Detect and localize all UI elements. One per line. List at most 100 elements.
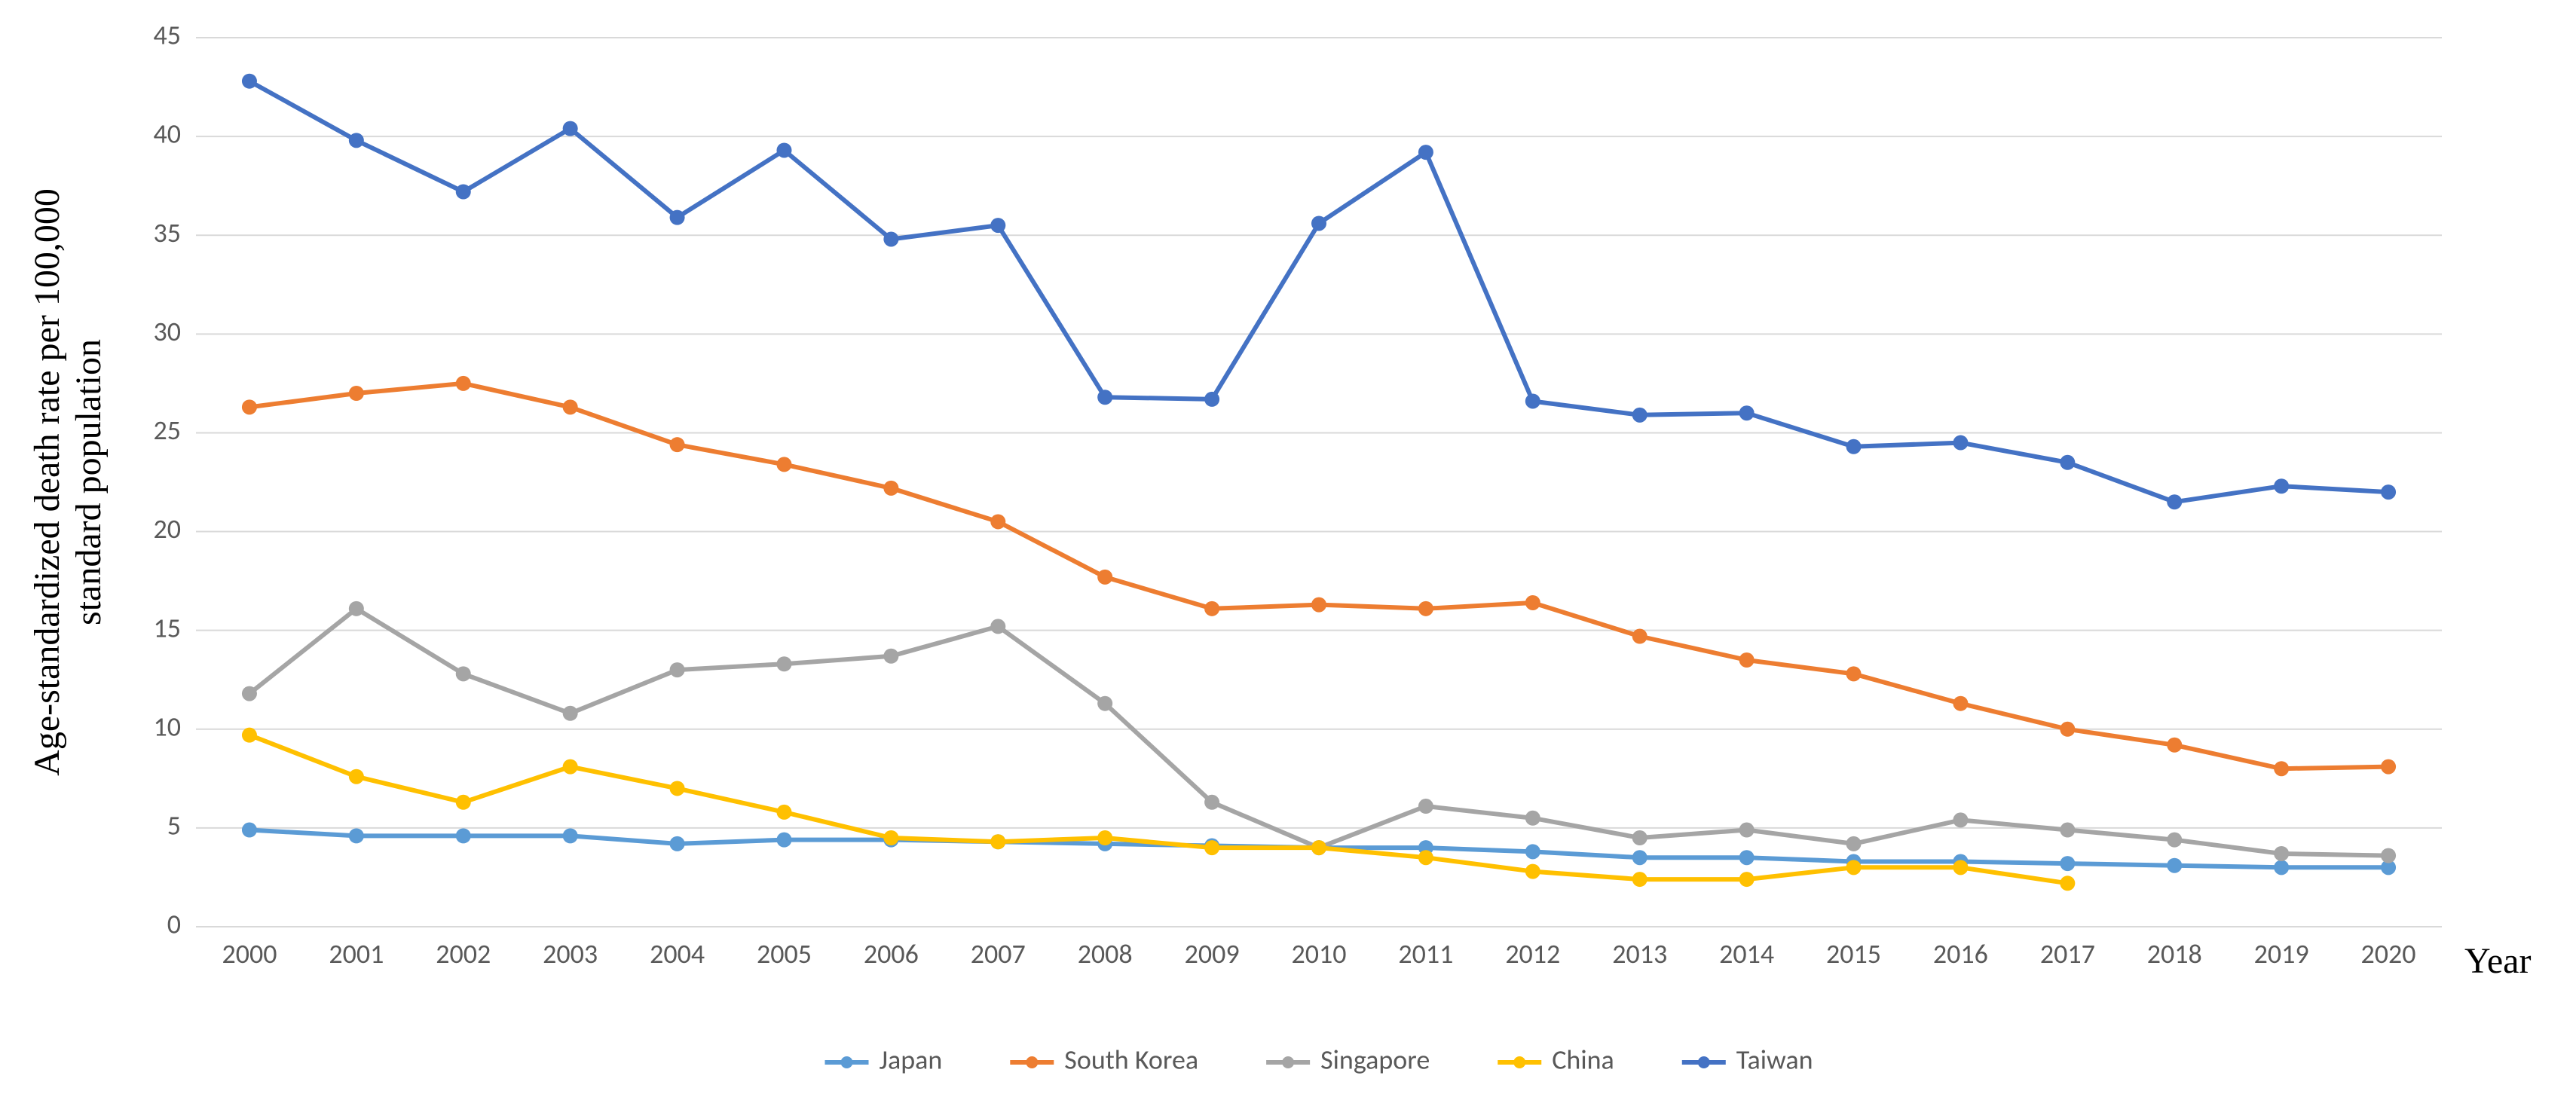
series-marker	[1953, 860, 1968, 875]
series-marker	[670, 662, 685, 677]
x-tick-label: 2019	[2254, 937, 2309, 970]
series-marker	[1204, 840, 1219, 855]
series-marker	[1525, 811, 1540, 826]
y-tick-label: 10	[154, 710, 182, 743]
legend-swatch-marker	[1026, 1056, 1038, 1068]
x-tick-label: 2018	[2147, 937, 2202, 970]
series-marker	[2274, 860, 2289, 875]
series-marker	[563, 399, 578, 414]
series-marker	[242, 823, 257, 838]
series-marker	[563, 828, 578, 843]
series-marker	[2060, 823, 2075, 838]
series-marker	[1953, 696, 1968, 711]
series-marker	[1632, 408, 1647, 423]
x-tick-label: 2006	[864, 937, 919, 970]
series-marker	[1846, 666, 1862, 681]
series-marker	[2060, 722, 2075, 737]
x-tick-label: 2002	[436, 937, 491, 970]
x-tick-label: 2013	[1612, 937, 1667, 970]
series-marker	[1739, 652, 1755, 668]
legend-swatch-marker	[841, 1056, 853, 1068]
series-marker	[1204, 795, 1219, 810]
x-tick-label: 2000	[222, 937, 277, 970]
legend-swatch-marker	[1698, 1056, 1710, 1068]
legend-label: China	[1552, 1044, 1614, 1077]
series-marker	[1632, 629, 1647, 644]
x-tick-label: 2017	[2040, 937, 2095, 970]
x-tick-label: 2020	[2361, 937, 2416, 970]
x-tick-label: 2011	[1398, 937, 1453, 970]
series-marker	[883, 481, 898, 496]
legend-label: Singapore	[1320, 1044, 1430, 1077]
series-marker	[1525, 595, 1540, 610]
series-marker	[1418, 601, 1433, 616]
series-marker	[1097, 696, 1112, 711]
series-marker	[1204, 601, 1219, 616]
chart-background	[0, 0, 2576, 1094]
x-tick-label: 2008	[1078, 937, 1133, 970]
x-tick-label: 2016	[1933, 937, 1988, 970]
x-tick-label: 2012	[1505, 937, 1560, 970]
series-marker	[1204, 392, 1219, 407]
series-marker	[883, 649, 898, 664]
series-marker	[1953, 812, 1968, 827]
series-marker	[242, 399, 257, 414]
series-marker	[1525, 393, 1540, 408]
series-marker	[1632, 850, 1647, 865]
series-marker	[670, 437, 685, 452]
y-axis-title: Age-standardized death rate per 100,000 …	[23, 30, 113, 934]
x-tick-label: 2003	[543, 937, 598, 970]
x-tick-label: 2007	[971, 937, 1026, 970]
series-marker	[242, 728, 257, 743]
y-tick-label: 20	[154, 512, 182, 545]
series-marker	[990, 218, 1005, 233]
series-marker	[456, 666, 471, 681]
y-tick-label: 40	[154, 118, 182, 151]
series-marker	[2381, 759, 2396, 775]
series-marker	[990, 514, 1005, 529]
legend-swatch-marker	[1282, 1056, 1294, 1068]
series-marker	[1739, 823, 1755, 838]
series-marker	[670, 210, 685, 225]
series-marker	[1097, 390, 1112, 405]
x-tick-label: 2001	[329, 937, 384, 970]
series-marker	[1632, 830, 1647, 845]
series-marker	[1525, 864, 1540, 879]
series-marker	[456, 795, 471, 810]
x-tick-label: 2005	[757, 937, 812, 970]
series-marker	[1097, 570, 1112, 585]
series-marker	[2060, 876, 2075, 891]
series-marker	[349, 601, 364, 616]
series-marker	[776, 833, 791, 848]
series-marker	[1632, 872, 1647, 887]
series-marker	[776, 805, 791, 820]
series-marker	[2274, 846, 2289, 861]
line-chart: 0510152025303540452000200120022003200420…	[0, 0, 2576, 1094]
series-marker	[2167, 858, 2182, 873]
series-marker	[1846, 439, 1862, 454]
series-marker	[2167, 494, 2182, 509]
series-marker	[990, 619, 1005, 634]
series-marker	[2060, 455, 2075, 470]
series-marker	[456, 185, 471, 200]
series-marker	[1953, 435, 1968, 451]
series-marker	[2274, 478, 2289, 494]
series-marker	[1418, 850, 1433, 865]
series-marker	[1097, 830, 1112, 845]
series-marker	[456, 828, 471, 843]
series-marker	[2274, 761, 2289, 776]
legend-label: Japan	[880, 1044, 943, 1077]
series-marker	[242, 686, 257, 701]
series-marker	[349, 133, 364, 148]
series-marker	[1418, 799, 1433, 814]
series-marker	[776, 457, 791, 472]
series-marker	[1739, 872, 1755, 887]
y-tick-label: 45	[154, 19, 182, 52]
series-marker	[776, 656, 791, 671]
series-marker	[349, 386, 364, 401]
y-tick-label: 35	[154, 216, 182, 249]
series-marker	[2060, 856, 2075, 871]
y-tick-label: 15	[154, 611, 182, 644]
chart-svg: 0510152025303540452000200120022003200420…	[0, 0, 2576, 1094]
series-marker	[1311, 597, 1326, 613]
